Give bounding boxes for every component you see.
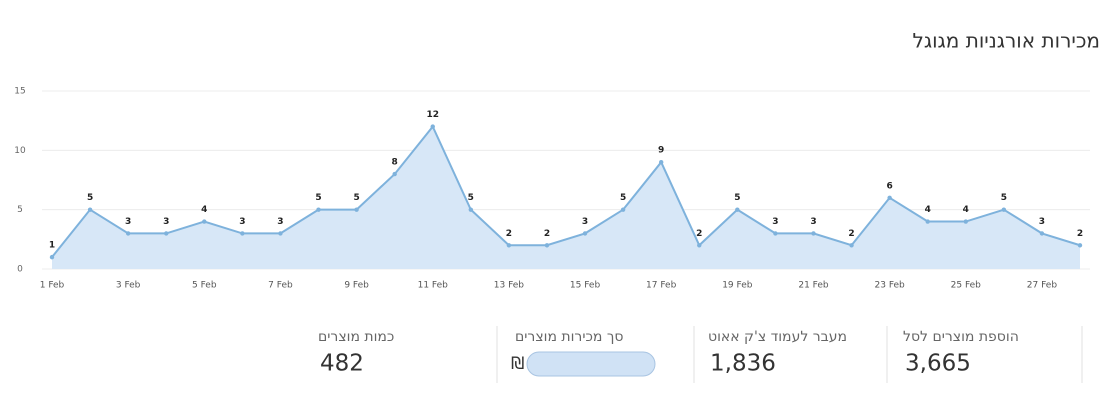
data-label: 3 (239, 217, 245, 227)
data-label: 3 (810, 217, 816, 227)
data-label: 3 (582, 217, 588, 227)
point (849, 243, 854, 248)
y-tick-label: 15 (14, 87, 25, 97)
x-tick-label: 23 Feb (875, 281, 906, 291)
data-label: 2 (1077, 229, 1083, 239)
redacted-value (526, 351, 656, 377)
data-label: 9 (658, 146, 664, 156)
point (506, 243, 512, 248)
stat-value: ₪ (511, 354, 524, 374)
data-label: 4 (963, 205, 969, 215)
point (354, 207, 359, 212)
data-label: 5 (620, 193, 626, 203)
data-label: 8 (392, 158, 398, 168)
x-tick-label: 19 Feb (722, 281, 753, 291)
chart-title: מכירות אורגניות מגוגל (912, 29, 1100, 53)
data-label: 5 (353, 193, 359, 203)
line (51, 124, 1081, 258)
data-label: 6 (886, 181, 892, 191)
point (620, 207, 626, 212)
x-tick-label: 7 Feb (268, 281, 293, 291)
data-label: 4 (201, 205, 207, 215)
y-tick-label: 10 (14, 146, 26, 156)
data-label: 3 (772, 217, 778, 227)
x-tick-label: 21 Feb (798, 281, 829, 291)
data-label: 2 (848, 229, 854, 239)
point (278, 231, 283, 236)
point (392, 171, 397, 177)
point (658, 160, 664, 165)
stat-value: 1,836 (710, 351, 776, 377)
stat-value: 3,665 (905, 351, 971, 377)
point (582, 231, 588, 236)
data-label: 3 (163, 217, 169, 227)
stat-label: סך מכירות מוצרים (515, 329, 623, 345)
point (316, 207, 321, 212)
point (430, 124, 435, 129)
data-label: 5 (1001, 193, 1007, 203)
point (202, 219, 207, 224)
point (773, 231, 778, 236)
point (887, 195, 892, 200)
y-tick-label: 5 (17, 205, 23, 215)
x-tick-label: 17 Feb (646, 281, 677, 291)
point (697, 243, 702, 248)
point (240, 231, 245, 236)
data-label: 2 (506, 229, 512, 239)
point (87, 207, 93, 212)
x-tick-label: 5 Feb (192, 281, 217, 291)
point (49, 254, 55, 260)
data-label: 12 (426, 110, 439, 120)
x-tick-label: 11 Feb (418, 281, 449, 291)
point (963, 219, 968, 224)
data-label: 4 (925, 205, 931, 215)
data-label: 3 (125, 217, 131, 227)
data-label: 5 (468, 193, 474, 203)
stat-label: הוספת מוצרים לסל (903, 329, 1019, 345)
x-tick-label: 3 Feb (116, 281, 141, 291)
point (468, 207, 474, 212)
x-tick-label: 13 Feb (494, 281, 525, 291)
x-tick-label: 1 Feb (40, 281, 65, 291)
point (544, 243, 550, 248)
x-tick-label: 27 Feb (1027, 281, 1058, 291)
point (735, 207, 740, 212)
x-tick-label: 15 Feb (570, 281, 601, 291)
point (811, 231, 816, 236)
point (1077, 243, 1083, 248)
data-label: 5 (315, 193, 321, 203)
data-label: 5 (87, 193, 93, 203)
point (164, 231, 169, 236)
point (125, 231, 131, 236)
stat-label: כמות מוצרים (318, 329, 394, 345)
point (925, 219, 930, 224)
data-label: 3 (277, 217, 283, 227)
point (1001, 207, 1007, 212)
data-label: 2 (696, 229, 702, 239)
data-label: 1 (49, 241, 55, 251)
y-tick-label: 0 (17, 265, 23, 275)
data-label: 2 (544, 229, 550, 239)
x-tick-label: 9 Feb (344, 281, 369, 291)
point (1039, 231, 1045, 236)
data-label: 3 (1039, 217, 1045, 227)
x-tick-label: 25 Feb (951, 281, 982, 291)
stat-value: 482 (320, 351, 364, 377)
area-fill (52, 126, 1080, 269)
data-label: 5 (734, 193, 740, 203)
stat-label: מעבר לעמוד צ'ק אאוט (708, 329, 847, 345)
